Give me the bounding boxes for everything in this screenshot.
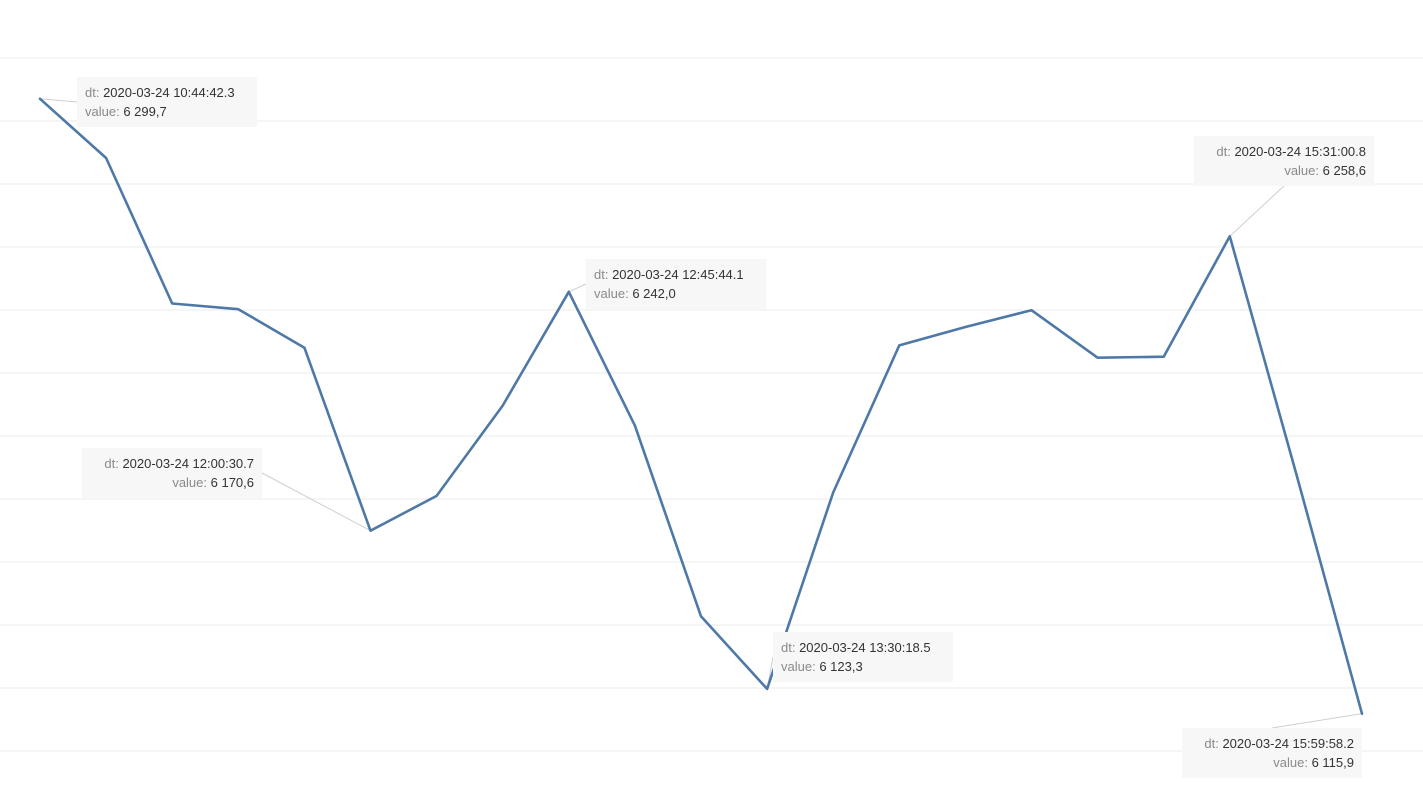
- annotation-value-label: value:: [1273, 755, 1311, 770]
- annotation-value: value: 6 258,6: [1284, 163, 1366, 178]
- annotation-dt: dt: 2020-03-24 15:31:00.8: [1216, 144, 1366, 159]
- annotation: dt: 2020-03-24 13:30:18.5 value: 6 123,3: [773, 632, 953, 682]
- annotation-dt-value: 2020-03-24 10:44:42.3: [103, 85, 235, 100]
- annotation-dt-label: dt:: [594, 267, 612, 282]
- annotation-dt-value: 2020-03-24 12:00:30.7: [122, 456, 254, 471]
- annotation-value-value: 6 299,7: [123, 104, 166, 119]
- annotation-dt: dt: 2020-03-24 15:59:58.2: [1204, 736, 1354, 751]
- annotation-dt-label: dt:: [1216, 144, 1234, 159]
- annotation-leader: [39, 98, 78, 103]
- annotation-dt-label: dt:: [104, 456, 122, 471]
- annotation: dt: 2020-03-24 15:31:00.8 value: 6 258,6: [1194, 136, 1374, 186]
- annotation-value-label: value:: [85, 104, 123, 119]
- annotation-dt-value: 2020-03-24 15:31:00.8: [1234, 144, 1366, 159]
- annotation-dt-value: 2020-03-24 13:30:18.5: [799, 640, 931, 655]
- annotation-value-value: 6 258,6: [1323, 163, 1366, 178]
- annotation-value-value: 6 170,6: [211, 475, 254, 490]
- annotation-box: [82, 448, 262, 498]
- annotation-dt-label: dt:: [1204, 736, 1222, 751]
- annotation-value-value: 6 115,9: [1312, 755, 1354, 770]
- annotation-dt-label: dt:: [85, 85, 103, 100]
- annotation-box: [773, 632, 953, 682]
- annotation: dt: 2020-03-24 12:45:44.1 value: 6 242,0: [586, 259, 766, 309]
- annotation-box: [1194, 136, 1374, 186]
- annotation-box: [1182, 728, 1362, 778]
- annotation-leaders: [39, 98, 1363, 729]
- series-line: [38, 97, 1364, 715]
- annotation-value: value: 6 170,6: [172, 475, 254, 490]
- annotation-leader: [1229, 185, 1285, 237]
- annotation-value: value: 6 123,3: [781, 659, 863, 674]
- annotation-leader: [1271, 713, 1363, 729]
- annotation: dt: 2020-03-24 12:00:30.7 value: 6 170,6: [82, 448, 262, 498]
- annotation-value-label: value:: [172, 475, 210, 490]
- annotation-dt-value: 2020-03-24 15:59:58.2: [1222, 736, 1354, 751]
- annotation-value-label: value:: [1284, 163, 1322, 178]
- annotation-dt-value: 2020-03-24 12:45:44.1: [612, 267, 744, 282]
- annotation-leader: [568, 283, 587, 293]
- annotation-value: value: 6 242,0: [594, 286, 676, 301]
- annotation-value: value: 6 299,7: [85, 104, 167, 119]
- annotation-dt: dt: 2020-03-24 10:44:42.3: [85, 85, 235, 100]
- annotation-box: [77, 77, 257, 127]
- annotation: dt: 2020-03-24 15:59:58.2 value: 6 115,9: [1182, 728, 1362, 778]
- annotation-dt: dt: 2020-03-24 12:00:30.7: [104, 456, 254, 471]
- annotation-leader: [261, 472, 371, 532]
- annotation-dt-label: dt:: [781, 640, 799, 655]
- annotation: dt: 2020-03-24 10:44:42.3 value: 6 299,7: [77, 77, 257, 127]
- annotation-dt: dt: 2020-03-24 13:30:18.5: [781, 640, 931, 655]
- annotation-dt: dt: 2020-03-24 12:45:44.1: [594, 267, 744, 282]
- annotation-value-label: value:: [594, 286, 632, 301]
- annotation-value-value: 6 123,3: [819, 659, 862, 674]
- annotation-box: [586, 259, 766, 309]
- annotation-value: value: 6 115,9: [1273, 755, 1354, 770]
- annotation-value-label: value:: [781, 659, 819, 674]
- annotation-value-value: 6 242,0: [632, 286, 675, 301]
